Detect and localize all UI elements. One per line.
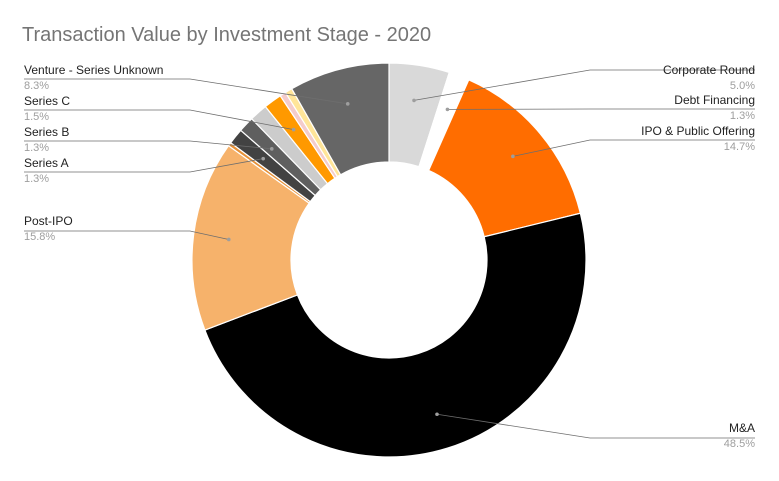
leader-dot-ipo-public-offering xyxy=(511,154,515,159)
slice-percent-post-ipo: 15.8% xyxy=(24,231,55,243)
chart-title: Transaction Value by Investment Stage - … xyxy=(22,24,432,46)
slice-percent-m-a: 48.5% xyxy=(724,438,755,450)
leader-dot-series-c xyxy=(291,127,296,132)
leader-dot-m-a xyxy=(435,412,439,417)
leader-dot-post-ipo xyxy=(226,237,231,242)
slice-label-post-ipo: Post-IPO xyxy=(24,214,73,228)
leader-dot-series-a xyxy=(261,156,265,161)
leader-line-ipo-public-offering xyxy=(512,139,755,157)
leader-dot-debt-financing xyxy=(445,107,450,112)
leader-line-series-b xyxy=(24,140,272,150)
slice-percent-debt-financing: 1.3% xyxy=(730,110,755,122)
slice-percent-venture-series-unknown: 8.3% xyxy=(24,80,49,92)
slice-label-series-a: Series A xyxy=(24,156,69,170)
slices-layer xyxy=(191,62,587,458)
slice-post-ipo xyxy=(191,144,311,331)
slice-label-venture-series-unknown: Venture - Series Unknown xyxy=(24,63,163,77)
slice-venture-series-unknown xyxy=(290,62,390,176)
slice-label-corporate-round: Corporate Round xyxy=(663,63,755,77)
slice-percent-series-b: 1.3% xyxy=(24,142,49,154)
slice-label-ipo-public-offering: IPO & Public Offering xyxy=(641,124,755,138)
slice-percent-corporate-round: 5.0% xyxy=(730,80,755,92)
slice-percent-series-a: 1.3% xyxy=(24,173,49,185)
leader-line-m-a xyxy=(436,413,755,439)
slice-m-a xyxy=(204,212,587,458)
leader-line-series-a xyxy=(24,158,264,173)
leader-line-venture-series-unknown xyxy=(24,78,348,105)
slice-label-m-a: M&A xyxy=(729,421,755,435)
leader-line-corporate-round xyxy=(413,69,755,101)
slice-label-series-b: Series B xyxy=(24,125,69,139)
leader-dot-series-b xyxy=(269,147,274,151)
leader-dot-corporate-round xyxy=(412,98,416,103)
leader-dot-venture-series-unknown xyxy=(345,102,350,106)
leader-line-post-ipo xyxy=(24,230,229,240)
slice-percent-ipo-public-offering: 14.7% xyxy=(724,141,755,153)
slice-ipo-public-offering xyxy=(427,79,582,238)
leader-line-series-c xyxy=(24,109,294,131)
slice-label-series-c: Series C xyxy=(24,94,70,108)
slice-label-debt-financing: Debt Financing xyxy=(674,93,755,107)
slice-percent-series-c: 1.5% xyxy=(24,111,49,123)
labels-layer: Corporate Round 5.0%Debt Financing 1.3% IPO… xyxy=(24,63,755,450)
